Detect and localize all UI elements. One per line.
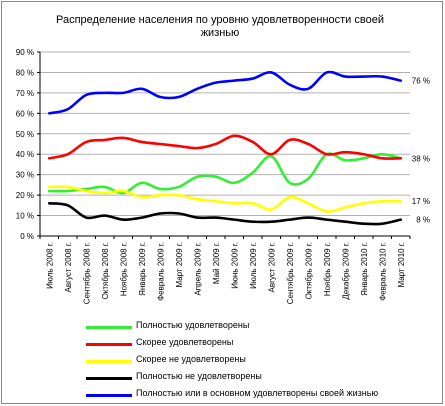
x-tick-label: Июль 2008 г.	[45, 242, 54, 289]
x-tick-label: Январь 2009 г.	[138, 242, 147, 296]
x-tick-labels: Июль 2008 г. Август 2008 г. Сентябрь 2008 …	[45, 242, 406, 304]
end-label: 17 %	[412, 197, 430, 206]
end-label: 8 %	[416, 216, 430, 225]
y-tick-label: 0 %	[20, 232, 34, 241]
end-label: 38 %	[412, 154, 430, 163]
series-line-5	[47, 70, 403, 115]
x-tick-label: Декабрь 2009 г.	[341, 242, 350, 300]
x-tick-label: Август 2008 г.	[64, 242, 73, 292]
chart-title: Распределение населения по уровню удовле…	[56, 14, 384, 39]
legend-item: Полностью или в основном удовлетворены с…	[86, 386, 426, 403]
legend: Полностью удовлетворены Скорее удовлетвор…	[86, 318, 426, 403]
y-tick-label: 60 %	[16, 109, 34, 118]
end-label: 76 %	[412, 77, 430, 86]
y-tick-labels: 0 % 10 % 20 % 30 % 40 % 50 % 60 % 70 % 80 % 90 %	[16, 48, 34, 241]
x-tick-label: Сентябрь 2009 г.	[286, 242, 295, 304]
legend-swatch	[86, 377, 132, 380]
legend-label: Полностью не удовлетворены	[136, 371, 262, 381]
legend-label: Полностью или в основном удовлетворены с…	[136, 388, 379, 398]
legend-item: Скорее удовлетворены	[86, 335, 426, 352]
y-tick-label: 30 %	[16, 171, 34, 180]
legend-swatch	[86, 360, 132, 363]
x-tick-label: Март 2010 г.	[397, 242, 406, 288]
series-line-4	[47, 201, 403, 226]
series-line-2	[47, 134, 403, 160]
series-line-1	[47, 152, 403, 195]
x-tick-label: Апрель 2009 г.	[193, 242, 202, 296]
y-tick-label: 90 %	[16, 48, 34, 57]
legend-label: Скорее удовлетворены	[136, 337, 234, 347]
y-tick-label: 10 %	[16, 212, 34, 221]
y-tick-label: 80 %	[16, 68, 34, 77]
series-lines	[47, 70, 403, 226]
series-line-3	[47, 185, 403, 213]
y-tick-label: 50 %	[16, 130, 34, 139]
x-tick-label: Май 2009 г.	[212, 242, 221, 284]
x-tick-label: Февраль 2010 г.	[378, 242, 387, 301]
legend-swatch	[86, 326, 132, 329]
x-tick-label: Октябрь 2008 г.	[101, 242, 110, 299]
x-tick-label: Март 2009 г.	[175, 242, 184, 288]
x-tick-label: Ноябрь 2009 г.	[323, 242, 332, 296]
x-tick-label: Сентябрь 2008 г.	[82, 242, 91, 304]
x-tick-label: Февраль 2009 г.	[156, 242, 165, 301]
x-tick-label: Ноябрь 2008 г.	[119, 242, 128, 296]
axes	[37, 51, 411, 239]
legend-item: Полностью не удовлетворены	[86, 369, 426, 386]
legend-swatch	[86, 394, 132, 397]
legend-item: Полностью удовлетворены	[86, 318, 426, 335]
y-tick-label: 40 %	[16, 150, 34, 159]
x-tick-label: Октябрь 2009 г.	[304, 242, 313, 299]
legend-label: Скорее не удовлетворены	[136, 354, 246, 364]
legend-swatch	[86, 343, 132, 346]
x-tick-label: Июль 2009 г.	[249, 242, 258, 289]
legend-label: Полностью удовлетворены	[136, 320, 250, 330]
legend-item: Скорее не удовлетворены	[86, 352, 426, 369]
x-tick-label: Январь 2010 г.	[360, 242, 369, 296]
y-tick-label: 20 %	[16, 191, 34, 200]
x-tick-label: Июнь 2009 г.	[230, 242, 239, 289]
y-tick-label: 70 %	[16, 89, 34, 98]
x-tick-label: Август 2009 г.	[267, 242, 276, 292]
end-value-labels: 76 % 38 % 17 % 8 %	[412, 77, 430, 225]
